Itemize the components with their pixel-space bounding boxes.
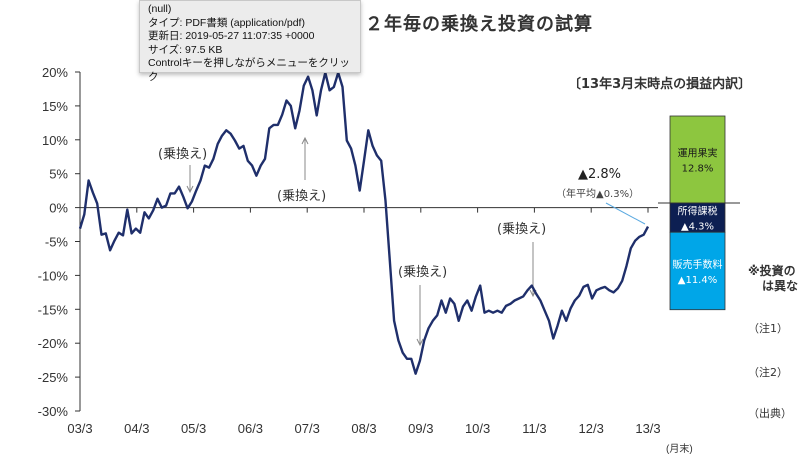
x-axis: 03/3 04/3 05/3 06/3 07/3 08/3 09/3 10/3 11/3 12/3… (67, 207, 661, 436)
y-tick-label: -5% (45, 235, 69, 250)
y-tick-label: -25% (38, 370, 69, 385)
breakdown-segment (669, 231, 726, 311)
breakdown-title: 〔13年3月末時点の損益内訳〕 (568, 77, 752, 92)
page-title: ２年毎の乗換え投資の試算 (365, 14, 593, 35)
segment-label: 販売手数料 (673, 258, 723, 271)
series-line (78, 71, 650, 375)
x-tick-label: 07/3 (295, 421, 320, 436)
tooltip-type: タイプ: PDF書類 (application/pdf) (148, 16, 305, 29)
y-tick-label: 15% (42, 99, 68, 114)
segment-label: 所得課税 (678, 205, 718, 218)
y-tick-label: -20% (38, 336, 69, 351)
side-note-2: は異な (762, 279, 799, 293)
switch-label: (乗換え) (398, 265, 447, 280)
x-tick-label: 10/3 (465, 421, 490, 436)
segment-label: 運用果実 (678, 147, 718, 160)
arrow-head-icon (186, 185, 194, 194)
pointer-arrow (605, 202, 646, 225)
segment-value: ▲11.4% (678, 275, 717, 286)
y-tick-label: -30% (38, 404, 69, 419)
x-axis-label: (月末) (666, 442, 693, 455)
x-tick-label: 13/3 (635, 421, 660, 436)
total-return-label: ▲2.8% (578, 167, 621, 182)
y-tick-label: 10% (42, 133, 68, 148)
switch-label: (乗換え) (497, 222, 546, 237)
x-tick-label: 12/3 (579, 421, 604, 436)
x-tick-label: 03/3 (67, 421, 92, 436)
x-tick-label: 05/3 (181, 421, 206, 436)
switch-label: (乗換え) (158, 147, 207, 162)
x-tick-label: 04/3 (124, 421, 149, 436)
segment-value: 12.8% (682, 164, 714, 175)
footnote-2: （注2） (748, 366, 788, 379)
y-tick-label: -10% (38, 268, 69, 283)
tooltip-name: (null) (148, 3, 172, 15)
breakdown-bar: 運用果実 12.8% 所得課税 ▲4.3% 販売手数料 ▲11.4% (658, 115, 740, 311)
annotations: (乗換え) (乗換え) (乗換え) (乗換え) ▲2.8% （年平均▲0.3%） (158, 136, 646, 347)
breakdown-segment (669, 115, 726, 204)
switch-label: (乗換え) (277, 189, 326, 204)
segment-value: ▲4.3% (681, 222, 714, 233)
x-tick-label: 09/3 (408, 421, 433, 436)
file-info-tooltip: (null) タイプ: PDF書類 (application/pdf) 更新日:… (139, 0, 361, 83)
footnote-source: （出典） (748, 407, 792, 420)
x-tick-label: 06/3 (238, 421, 263, 436)
x-tick-label: 11/3 (522, 421, 546, 436)
arrow-head-icon (416, 338, 424, 347)
x-tick-label: 08/3 (351, 421, 376, 436)
y-tick-label: 0% (49, 201, 68, 216)
arrow-head-icon (301, 136, 309, 145)
footnote-1: （注1） (748, 322, 788, 335)
y-tick-label: 20% (42, 65, 68, 80)
annual-return-label: （年平均▲0.3%） (556, 187, 639, 200)
tooltip-size: サイズ: 97.5 KB (148, 43, 223, 56)
tooltip-modified: 更新日: 2019-05-27 11:07:35 +0000 (148, 30, 315, 43)
y-tick-label: -15% (38, 302, 69, 317)
y-tick-label: 5% (49, 167, 68, 182)
y-axis: 20% 15% 10% 5% 0% -5% -10% -15% -20% -25% -30% (38, 65, 81, 419)
side-note-1: ※投資の (748, 264, 796, 278)
breakdown-segment (669, 202, 726, 233)
tooltip-hint: Controlキーを押しながらメニューをクリック (148, 57, 350, 83)
